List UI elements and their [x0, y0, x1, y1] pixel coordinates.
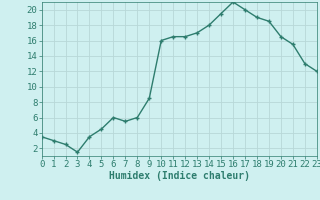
- X-axis label: Humidex (Indice chaleur): Humidex (Indice chaleur): [109, 171, 250, 181]
